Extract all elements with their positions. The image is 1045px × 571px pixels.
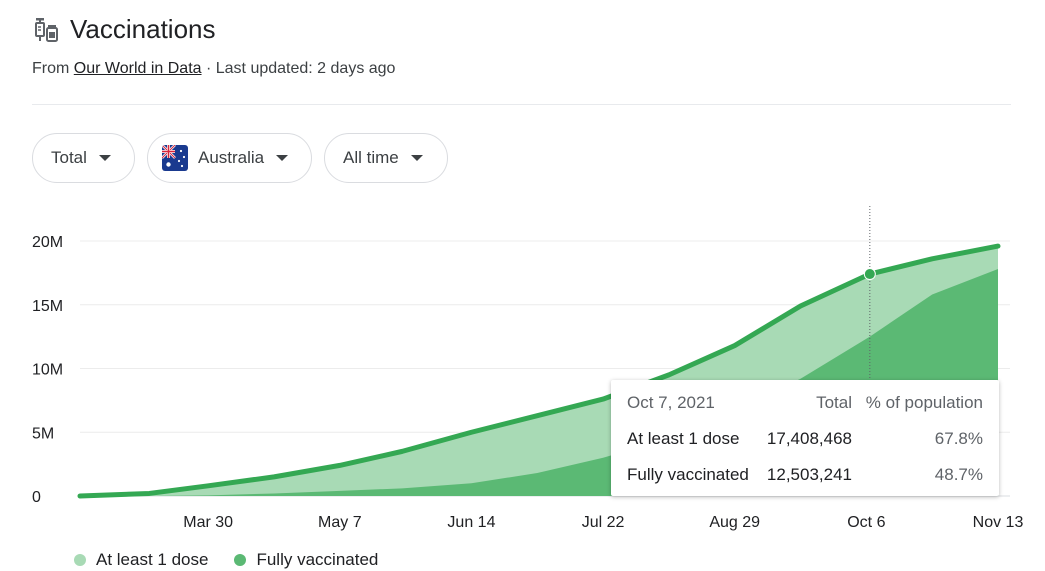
data-point-first-dose (206, 484, 210, 488)
divider (32, 104, 1011, 105)
syringe-vial-icon (32, 16, 60, 44)
data-point-first-dose (667, 373, 671, 377)
x-tick-label: May 7 (318, 514, 362, 531)
x-tick-label: Aug 29 (709, 514, 760, 531)
x-tick-label: Mar 30 (183, 514, 233, 531)
filter-controls: Total Australia (32, 133, 448, 183)
data-point-first-dose (733, 344, 737, 348)
legend-item-fully-vaccinated[interactable]: Fully vaccinated (234, 550, 378, 570)
y-tick-label: 20M (32, 234, 63, 251)
country-dropdown[interactable]: Australia (147, 133, 312, 183)
australia-flag-icon (162, 145, 188, 171)
tooltip-row-pct: 48.7% (934, 465, 983, 484)
tooltip-row: Fully vaccinated 12,503,241 48.7% (627, 465, 983, 487)
country-dropdown-label: Australia (198, 148, 265, 167)
tooltip-col-total: Total (816, 393, 852, 412)
data-point-first-dose (799, 304, 803, 308)
legend-item-first-dose[interactable]: At least 1 dose (74, 550, 208, 570)
y-tick-label: 5M (32, 425, 54, 442)
source-line: From Our World in Data · Last updated: 2… (32, 60, 395, 78)
tooltip-col-pct: % of population (865, 393, 983, 412)
last-updated: · Last updated: 2 days ago (205, 60, 396, 77)
data-point-first-dose (272, 475, 276, 479)
time-range-dropdown[interactable]: All time (324, 133, 448, 183)
data-point-first-dose (338, 463, 342, 467)
hover-point (863, 268, 876, 281)
chart-tooltip: Oct 7, 2021 Total % of population At lea… (611, 380, 999, 496)
metric-dropdown-label: Total (51, 148, 87, 167)
data-point-first-dose (930, 257, 934, 261)
chart-legend: At least 1 dose Fully vaccinated (74, 550, 378, 570)
data-point-first-dose (78, 494, 82, 498)
caret-down-icon (98, 155, 111, 161)
metric-dropdown[interactable]: Total (32, 133, 135, 183)
x-tick-label: Jun 14 (447, 514, 495, 531)
data-point-first-dose (400, 449, 404, 453)
tooltip-row-total: 17,408,468 (766, 429, 852, 448)
legend-label: Fully vaccinated (256, 550, 379, 569)
page-title: Vaccinations (70, 14, 216, 44)
source-prefix: From (32, 60, 70, 77)
legend-swatch (234, 554, 247, 566)
tooltip-row-total: 12,503,241 (766, 465, 852, 484)
y-tick-label: 0 (32, 489, 41, 506)
tooltip-row-label: At least 1 dose (627, 429, 740, 448)
legend-label: At least 1 dose (96, 550, 209, 569)
tooltip-header: Oct 7, 2021 Total % of population (627, 393, 983, 415)
y-tick-label: 15M (32, 298, 63, 315)
y-tick-label: 10M (32, 362, 63, 379)
tooltip-row: At least 1 dose 17,408,468 67.8% (627, 429, 983, 451)
data-point-first-dose (601, 397, 605, 401)
caret-down-icon (410, 155, 423, 161)
legend-swatch (74, 554, 86, 566)
tooltip-row-pct: 67.8% (934, 429, 983, 448)
x-tick-label: Jul 22 (582, 514, 625, 531)
header: Vaccinations (32, 14, 216, 45)
x-tick-label: Oct 6 (847, 514, 885, 531)
tooltip-date: Oct 7, 2021 (627, 393, 715, 412)
data-point-first-dose (996, 244, 1000, 248)
data-point-first-dose (535, 414, 539, 418)
tooltip-row-label: Fully vaccinated (627, 465, 749, 484)
data-point-first-dose (147, 491, 151, 495)
x-tick-label: Nov 13 (973, 514, 1024, 531)
caret-down-icon (276, 155, 289, 161)
data-point-first-dose (469, 430, 473, 434)
time-range-dropdown-label: All time (343, 148, 399, 167)
source-link[interactable]: Our World in Data (73, 60, 202, 77)
